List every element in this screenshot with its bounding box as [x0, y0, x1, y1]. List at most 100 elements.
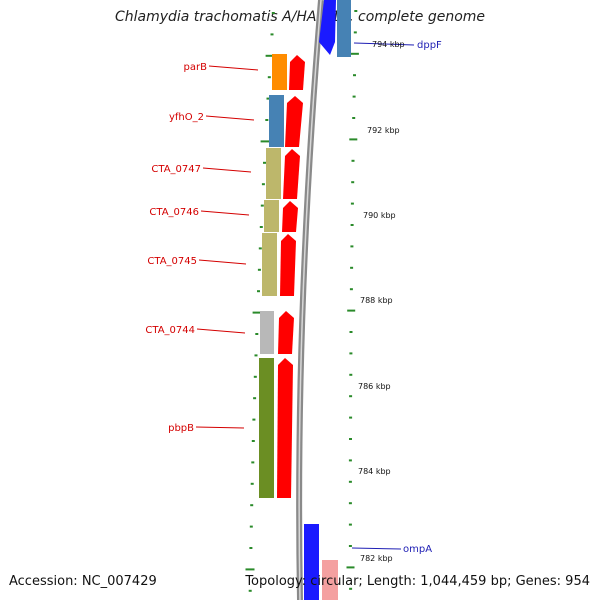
scale-tick: [253, 397, 257, 400]
scale-tick: [351, 159, 355, 162]
cog-bar-parb: [272, 54, 287, 90]
forward-cds-ompa: [304, 524, 319, 600]
reverse-cds-arrows: [277, 55, 305, 498]
scale-tick: [353, 74, 356, 77]
leader-cta-0746: [200, 210, 250, 216]
scale-tick: [349, 331, 353, 333]
leader-cta-0744: [196, 328, 246, 334]
scale-tick-major: [350, 52, 359, 55]
cog-bar-yfho-2: [269, 95, 284, 147]
gene-label-pbpb: pbpB: [168, 423, 194, 434]
gene-label-cta-0746: CTA_0746: [149, 207, 199, 218]
scale-tick: [348, 523, 352, 526]
cog-bar-ompa: [322, 560, 338, 600]
gene-label-cta-0744: CTA_0744: [145, 325, 195, 336]
scale-tick-major: [349, 138, 358, 141]
leader-parb: [208, 65, 259, 71]
scale-label-786: 786 kbp: [358, 382, 391, 391]
scale-tick: [257, 268, 261, 271]
scale-tick: [258, 247, 262, 250]
scale-tick: [257, 290, 260, 293]
scale-tick: [267, 76, 271, 79]
leader-ompa: [351, 547, 402, 550]
leader-dppf: [353, 42, 415, 46]
scale-tick: [348, 545, 352, 547]
cog-bar-cta-0744: [260, 311, 274, 354]
map-title: Chlamydia trachomatis A/HAR-13, complete…: [114, 9, 486, 25]
scale-tick: [260, 204, 264, 207]
reverse-cds-cta-0747: [283, 149, 300, 199]
forward-cds-dppf: [319, 0, 336, 55]
scale-tick: [350, 224, 354, 226]
scale-tick-major: [346, 566, 355, 569]
reverse-cds-pbpb: [277, 358, 293, 498]
scale-label-784: 784 kbp: [358, 467, 391, 476]
leader-pbpb: [195, 426, 245, 429]
accession-text: Accession: NC_007429: [9, 574, 157, 589]
scale-tick: [349, 352, 353, 355]
label-leaders-right: [351, 42, 415, 550]
scale-tick: [255, 333, 259, 335]
scale-tick: [348, 480, 352, 483]
leader-yfho-2: [205, 115, 255, 121]
scale-tick: [271, 12, 275, 14]
reverse-cds-yfho-2: [285, 96, 303, 147]
tick-marks-outer: [346, 10, 359, 590]
scale-tick: [254, 354, 258, 357]
scale-tick: [250, 504, 254, 507]
genome-backbone-highlight: [298, 0, 322, 600]
scale-tick: [353, 31, 357, 34]
scale-tick: [250, 482, 254, 485]
scale-tick: [351, 181, 355, 184]
scale-tick: [251, 461, 255, 464]
scale-tick: [259, 226, 263, 228]
reverse-cds-cta-0746: [282, 201, 298, 232]
scale-label-790: 790 kbp: [363, 211, 396, 220]
scale-tick: [349, 438, 352, 440]
scale-tick: [265, 119, 269, 121]
tick-marks-inner: [245, 12, 275, 592]
gene-label-ompa: ompA: [403, 544, 432, 555]
scale-tick: [350, 202, 354, 205]
scale-label-788: 788 kbp: [360, 296, 393, 305]
scale-tick-major: [245, 568, 255, 571]
scale-tick: [349, 416, 353, 419]
scale-tick: [249, 547, 253, 549]
cog-bar-cta-0747: [266, 148, 281, 199]
scale-tick: [349, 373, 353, 376]
scale-tick: [251, 440, 255, 442]
scale-tick: [252, 418, 256, 421]
cog-bar-cta-0746: [264, 200, 279, 232]
gene-label-dppf: dppF: [417, 40, 442, 51]
scale-tick-major: [252, 311, 262, 314]
scale-tick: [249, 525, 253, 528]
scale-tick: [270, 33, 274, 36]
scale-tick: [349, 587, 353, 590]
leader-cta-0747: [202, 167, 252, 173]
scale-label-794: 794 kbp: [372, 40, 405, 49]
scale-label-792: 792 kbp: [367, 126, 400, 135]
scale-tick: [350, 266, 354, 269]
scale-tick-major: [347, 309, 356, 312]
cog-bar-cta-0745: [262, 233, 277, 296]
scale-tick: [352, 117, 356, 119]
scale-tick: [248, 589, 252, 592]
scale-tick: [348, 459, 352, 462]
gene-label-parb: parB: [184, 62, 208, 73]
scale-tick: [349, 395, 353, 398]
cog-bars: [259, 54, 287, 498]
topology-text: Topology: circular; Length: 1,044,459 bp…: [245, 574, 590, 589]
scale-tick: [266, 97, 270, 100]
scale-tick: [349, 288, 353, 291]
scale-tick: [350, 245, 354, 248]
scale-tick: [348, 502, 352, 505]
gene-label-cta-0747: CTA_0747: [151, 164, 201, 175]
reverse-cds-parb: [289, 55, 305, 90]
gene-label-yfho-2: yfhO_2: [169, 112, 204, 123]
scale-tick: [263, 161, 266, 164]
scale-tick: [253, 375, 257, 378]
reverse-cds-cta-0745: [280, 234, 296, 296]
cog-bar-pbpb: [259, 358, 274, 498]
leader-cta-0745: [198, 259, 247, 265]
